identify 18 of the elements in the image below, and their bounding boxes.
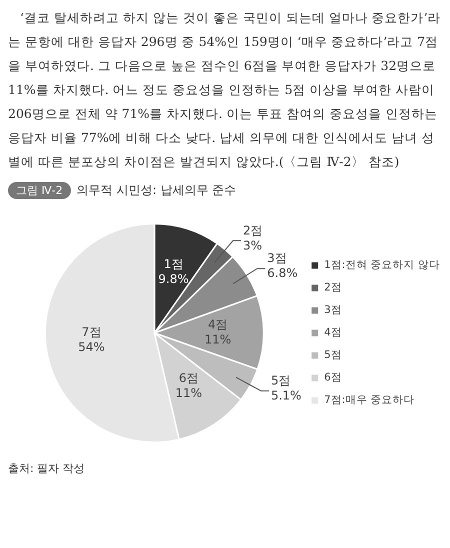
data-label: 6점 11% — [175, 370, 202, 400]
source-note: 출처: 필자 작성 — [8, 461, 86, 476]
data-label: 2점 3% — [243, 223, 263, 252]
legend-label: 5점 — [324, 349, 342, 362]
data-label: 4점 11% — [204, 317, 232, 346]
text: ‘결코 탈세하려고 하지 않는 것이 좋은 국민이 되는데 얼마나 중요한가’라는 문항에 대한 응답자 296명 중 54%인 159명이 ‘매우 중요하다’라고 7점을 부여하였다. 그 다음으로 높은 점수인 6점을 부여한 응답자가 32명으로 11%를 차지했다. 어느 정도 중요성을 인정하는 5점 이상을 부여한 사람이 206명으로 전체 약 71%를 차지했다. 이는 투표 참여의 중요성을 인정하는 응답자 비율 77%에 비해 다소 낮다. 납세 의무에 대한 인식에서도 남녀 성별에 따른 분포상의 차이점은 발견되지 않았다.(〈그림 Ⅳ-2〉 참조) — [8, 9, 442, 171]
legend-label: 1점:전혀 중요하지 않다 — [324, 259, 440, 272]
legend-label: 2점 — [324, 282, 342, 294]
chart-subtitle: 그림 Ⅳ-2 — [8, 182, 71, 199]
data-label: 3점 6.8% — [267, 251, 298, 280]
legend-label: 6점 — [324, 372, 342, 384]
data-label: 5점 5.1% — [270, 374, 302, 402]
legend-label: 7점:매우 중요하다 — [324, 394, 415, 406]
data-label: 7점 54% — [78, 324, 105, 354]
data-label: 1점 9.8% — [158, 257, 189, 286]
chart-title: 의무적 시민성: 납세의무 준수 — [76, 182, 236, 199]
legend-label: 4점 — [324, 326, 342, 339]
legend-label: 3점 — [324, 304, 342, 316]
